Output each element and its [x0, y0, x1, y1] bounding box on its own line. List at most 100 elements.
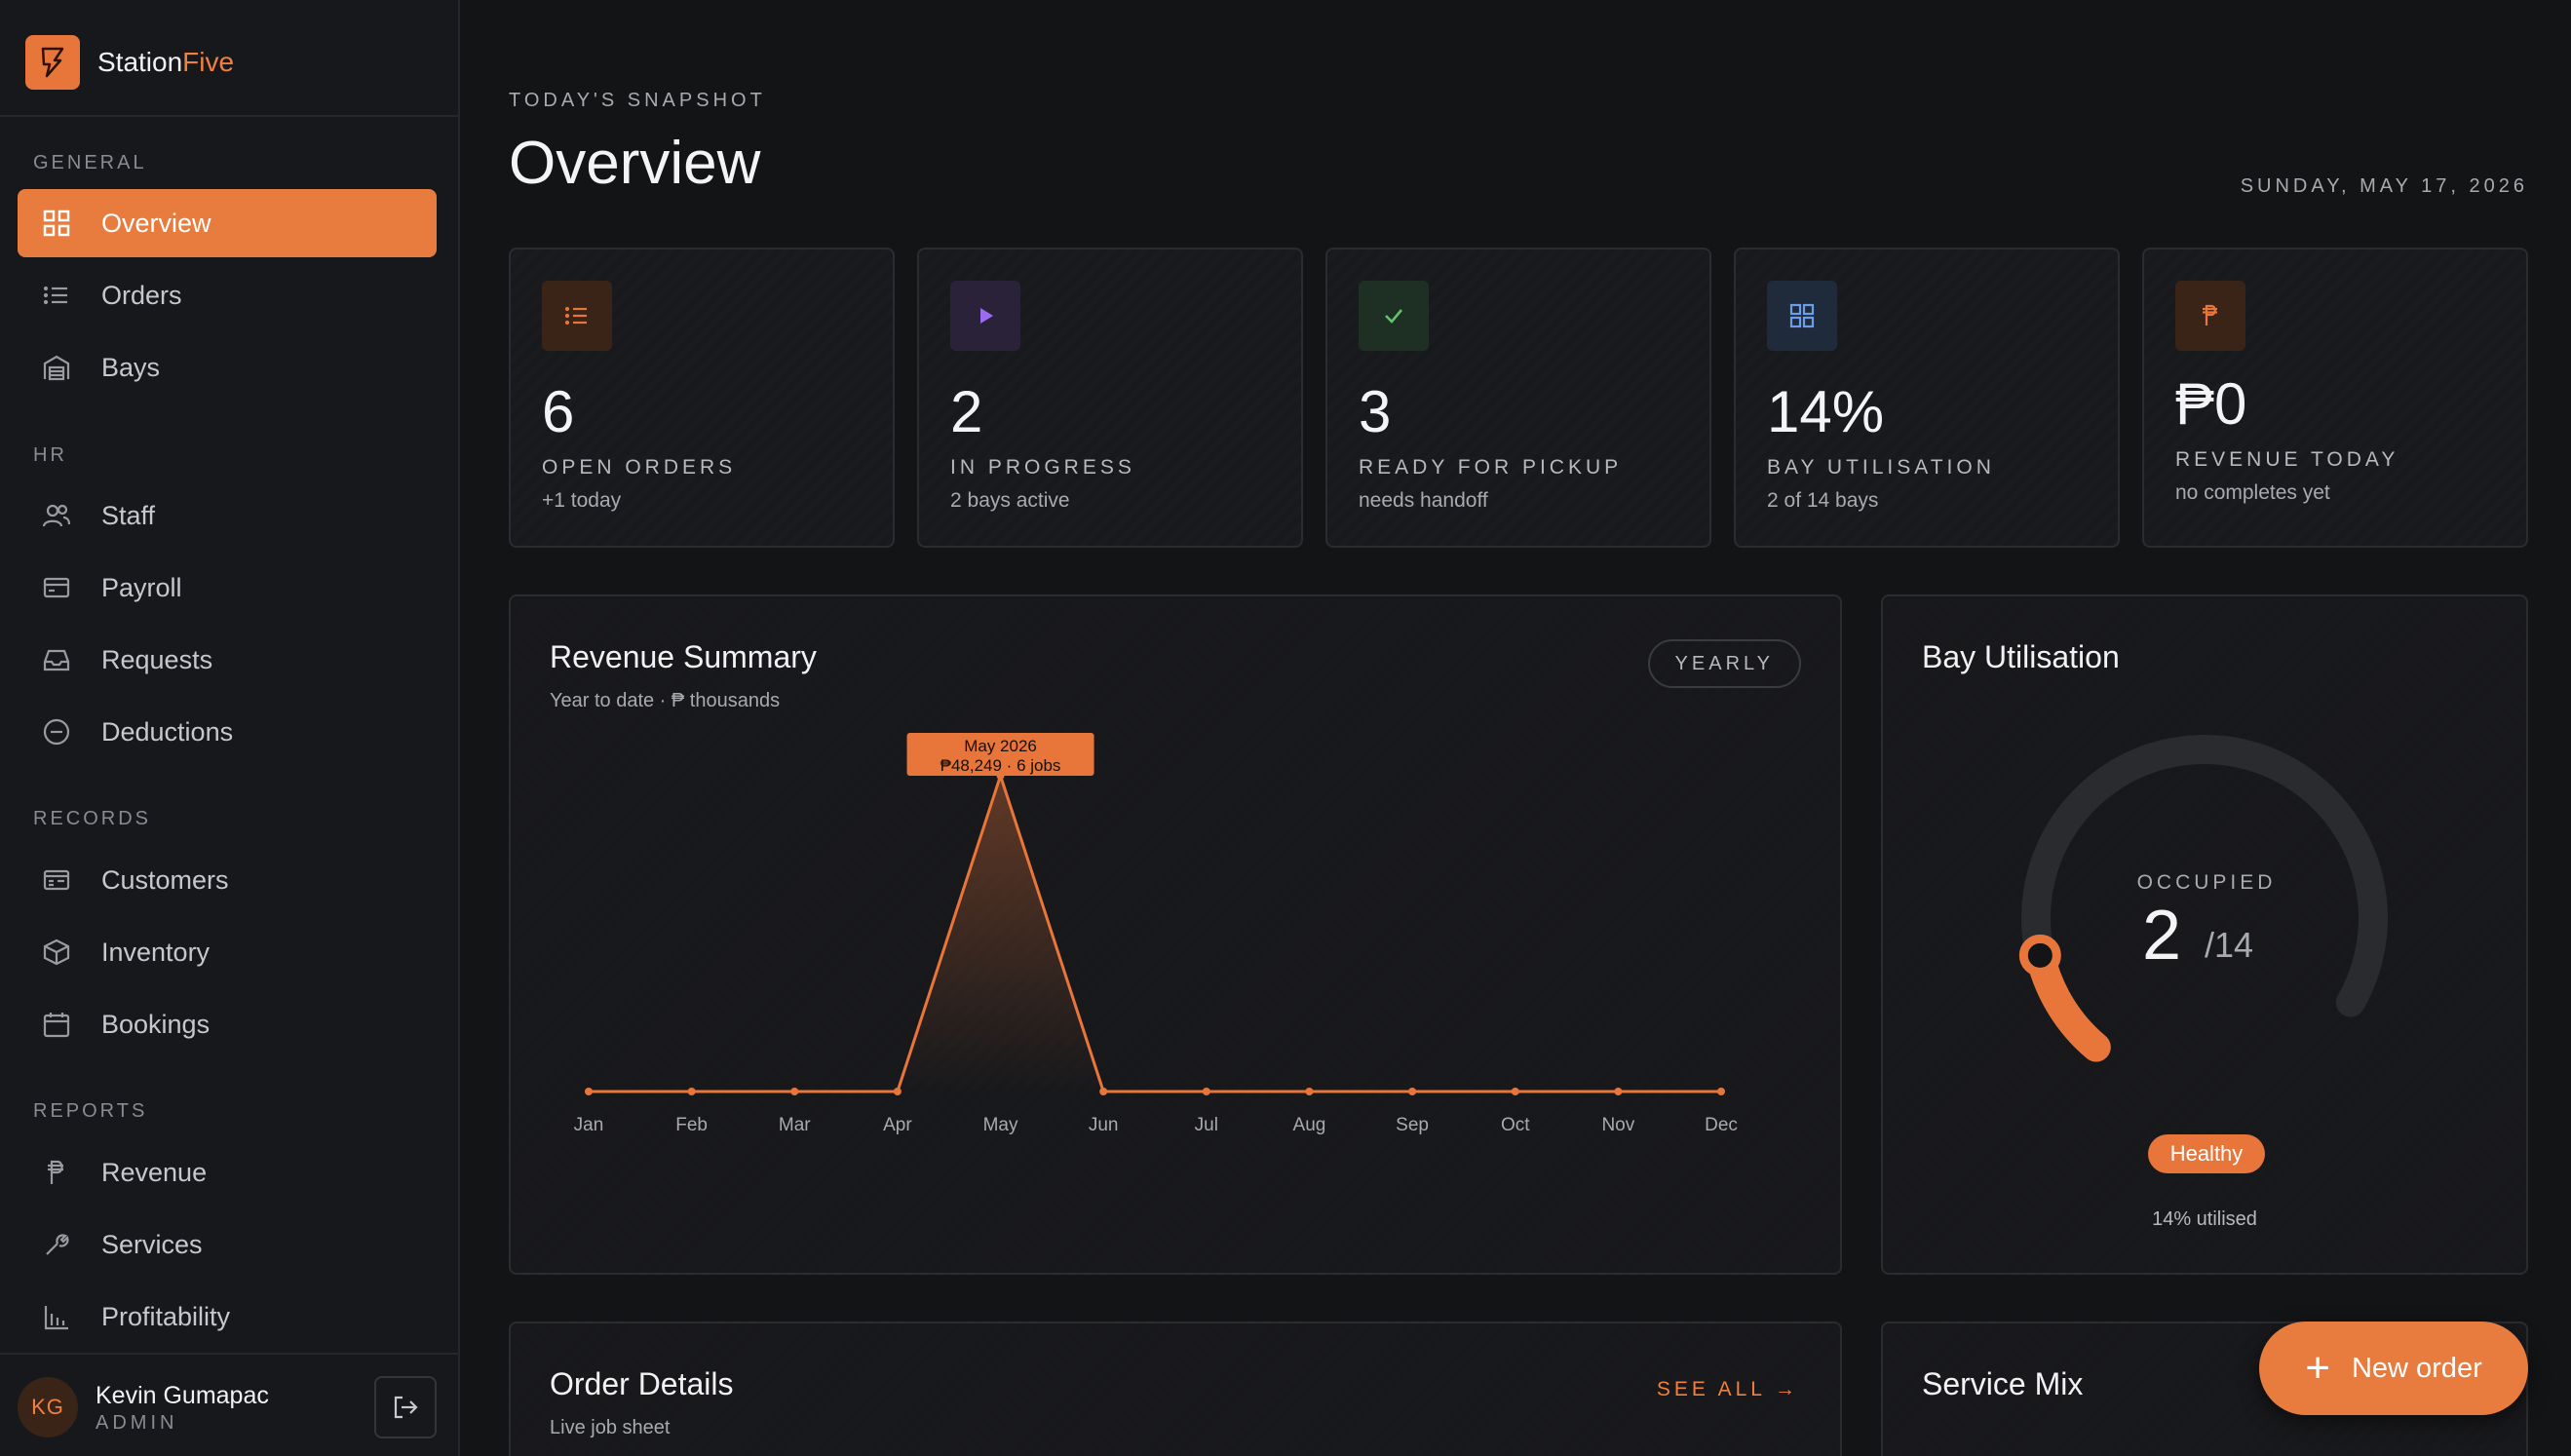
bolt-logo-icon [25, 35, 80, 90]
order-details-panel: Order Details Live job sheet SEE ALL → [509, 1322, 1842, 1456]
stat-value: ₱0 [2175, 371, 2247, 437]
grid-icon [1767, 281, 1837, 351]
calendar-icon [41, 1009, 72, 1040]
grid-icon [41, 208, 72, 239]
page-title: Overview [509, 130, 761, 197]
user-name: Kevin Gumapac [96, 1382, 269, 1409]
tooltip-text: May 2026 [964, 737, 1037, 755]
x-tick-label: Aug [1293, 1115, 1326, 1135]
section-label-general: GENERAL [33, 152, 147, 173]
sidebar-item-label: Bays [101, 352, 161, 382]
stat-sub: no completes yet [2175, 481, 2330, 504]
section-label-reports: REPORTS [33, 1100, 148, 1122]
revenue-line [589, 771, 1721, 1093]
sidebar-item-bookings[interactable]: Bookings [18, 990, 437, 1058]
bar-chart-icon [41, 1301, 72, 1332]
sidebar-item-revenue[interactable]: Revenue [18, 1138, 437, 1207]
sidebar-item-label: Staff [101, 500, 156, 530]
sidebar-item-overview[interactable]: Overview [18, 189, 437, 257]
sidebar-item-requests[interactable]: Requests [18, 626, 437, 694]
bay-utilisation-panel: Bay Utilisation OCCUPIED 2 /14 Healthy 1… [1881, 594, 2528, 1275]
sidebar-item-label: Deductions [101, 716, 234, 747]
occupied-count: 2 [2142, 897, 2181, 975]
minus-circle-icon [41, 716, 72, 747]
x-tick-label: May [983, 1115, 1018, 1135]
sidebar-item-orders[interactable]: Orders [18, 261, 437, 329]
section-label-hr: HR [33, 444, 67, 466]
occupied-total: /14 [2205, 925, 2253, 965]
new-order-label: New order [2351, 1352, 2482, 1384]
data-point [1202, 1088, 1210, 1095]
stat-card-bay-utilisation[interactable]: 14% BAY UTILISATION 2 of 14 bays [1734, 248, 2120, 548]
inbox-icon [41, 644, 72, 675]
data-point [1305, 1088, 1314, 1095]
stat-card-ready-for-pickup[interactable]: 3 READY FOR PICKUP needs handoff [1325, 248, 1711, 548]
panel-title: Order Details [550, 1366, 734, 1401]
sidebar: StationFive GENERAL Overview Orders Bays… [0, 0, 460, 1456]
revenue-area [589, 776, 1721, 1092]
stat-card-revenue-today[interactable]: ₱0 REVENUE TODAY no completes yet [2142, 248, 2528, 548]
stat-label: REVENUE TODAY [2175, 448, 2399, 471]
stat-value: 3 [1359, 379, 1392, 444]
x-tick-label: Nov [1601, 1115, 1634, 1135]
stat-sub: 2 of 14 bays [1767, 489, 1879, 512]
page-eyebrow: TODAY'S SNAPSHOT [509, 90, 766, 111]
avatar[interactable]: KG [18, 1377, 78, 1437]
x-tick-label: Mar [779, 1115, 811, 1135]
check-icon [1359, 281, 1429, 351]
garage-icon [41, 352, 72, 383]
panel-subtitle: Live job sheet [550, 1417, 671, 1438]
revenue-chart: Jan Feb Mar Apr May Jun Jul Aug Sep Oct Nov Dec May … [574, 733, 1738, 1135]
x-tick-label: Oct [1501, 1115, 1530, 1135]
sidebar-item-label: Services [101, 1229, 203, 1259]
utilised-text: 14% utilised [2152, 1208, 2257, 1230]
sidebar-item-payroll[interactable]: Payroll [18, 554, 437, 622]
panel-title: Revenue Summary [550, 639, 817, 674]
stat-label: OPEN ORDERS [542, 456, 737, 479]
logout-button[interactable] [374, 1376, 437, 1438]
gauge-knob [2018, 934, 2061, 977]
revenue-summary-panel: Revenue Summary Year to date · ₱ thousan… [509, 594, 1842, 1275]
brand-name: StationFive [97, 47, 235, 77]
see-all-link[interactable]: SEE ALL → [1656, 1378, 1799, 1400]
play-icon [950, 281, 1020, 351]
stat-card-in-progress[interactable]: 2 IN PROGRESS 2 bays active [917, 248, 1303, 548]
x-tick-label: Jan [574, 1115, 604, 1135]
sidebar-item-customers[interactable]: Customers [18, 846, 437, 914]
sidebar-item-deductions[interactable]: Deductions [18, 698, 437, 766]
data-point [790, 1088, 799, 1095]
x-tick-label: Dec [1705, 1115, 1738, 1135]
new-order-button[interactable]: + New order [2259, 1322, 2528, 1415]
sidebar-item-bays[interactable]: Bays [18, 333, 437, 402]
sidebar-item-profitability[interactable]: Profitability [18, 1283, 437, 1351]
panel-title: Bay Utilisation [1922, 639, 2120, 674]
stat-value: 2 [950, 379, 983, 444]
x-tick-label: Jul [1195, 1115, 1218, 1135]
sidebar-item-label: Overview [101, 208, 211, 238]
stat-card-open-orders[interactable]: 6 OPEN ORDERS +1 today [509, 248, 895, 548]
list-icon [542, 281, 612, 351]
stat-label: READY FOR PICKUP [1359, 456, 1623, 479]
stat-sub: needs handoff [1359, 489, 1488, 512]
brand[interactable]: StationFive [25, 35, 234, 90]
occupied-label: OCCUPIED [2137, 871, 2277, 894]
range-toggle-button[interactable]: YEARLY [1647, 639, 1801, 688]
plus-icon: + [2305, 1344, 2330, 1392]
wrench-icon [41, 1229, 72, 1260]
sidebar-item-services[interactable]: Services [18, 1210, 437, 1279]
sidebar-item-label: Requests [101, 644, 213, 674]
data-point [1511, 1088, 1519, 1095]
tooltip-text: ₱48,249 · 6 jobs [940, 756, 1061, 775]
data-point [1408, 1088, 1417, 1095]
stat-sub: 2 bays active [950, 489, 1070, 512]
sidebar-item-label: Revenue [101, 1157, 208, 1187]
id-card-icon [41, 864, 72, 896]
sidebar-item-inventory[interactable]: Inventory [18, 918, 437, 986]
users-icon [41, 500, 72, 531]
sidebar-item-staff[interactable]: Staff [18, 481, 437, 550]
section-label-records: RECORDS [33, 808, 152, 829]
x-tick-label: Sep [1396, 1115, 1429, 1135]
panel-subtitle: Year to date · ₱ thousands [550, 690, 781, 711]
sidebar-item-label: Bookings [101, 1009, 211, 1039]
stat-value: 6 [542, 379, 575, 444]
